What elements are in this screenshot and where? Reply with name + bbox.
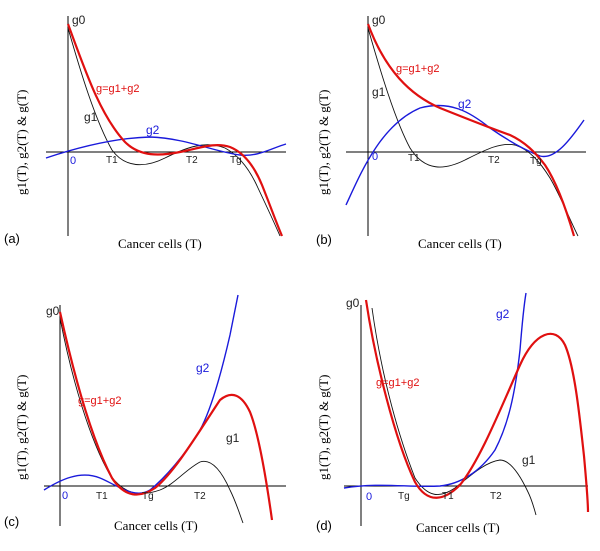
g0-label: g0 (46, 304, 60, 318)
marker-tg: Tg (398, 491, 410, 502)
g2-label: g2 (146, 123, 160, 137)
x-axis-label: Cancer cells (T) (118, 236, 202, 251)
series-g2 (345, 104, 585, 206)
marker-t2: T2 (194, 491, 206, 502)
marker-t2: T2 (488, 155, 500, 166)
g0-label: g0 (346, 296, 360, 310)
panel-tag: (c) (4, 514, 19, 529)
x-axis-label: Cancer cells (T) (418, 236, 502, 251)
panel-tag: (d) (316, 518, 332, 533)
series-g2 (43, 294, 239, 494)
panel-d: g0 g=g1+g2 g2 g1 0 Tg T1 T2 (d) Cancer c… (316, 292, 590, 535)
marker-tg: Tg (530, 156, 542, 167)
marker-t1: T1 (442, 491, 454, 502)
g1-label: g1 (84, 110, 98, 124)
marker-tg: Tg (230, 155, 242, 166)
origin-label: 0 (62, 490, 68, 502)
series-g1 (59, 317, 244, 524)
g0-label: g0 (372, 13, 386, 27)
panel-b: g0 g=g1+g2 g1 g2 0 T1 T2 Tg (b) Cancer c… (316, 13, 586, 251)
origin-label: 0 (372, 151, 378, 163)
series-g (66, 23, 284, 237)
panel-c: g0 g=g1+g2 g2 g1 0 T1 Tg T2 (c) Cancer c… (4, 294, 286, 533)
series-g (366, 23, 576, 237)
marker-t1: T1 (408, 153, 420, 164)
y-axis-label: g1(T), g2(T) & g(T) (14, 90, 29, 195)
marker-tg: Tg (142, 491, 154, 502)
series-g (58, 311, 274, 521)
g-label: g=g1+g2 (78, 395, 121, 407)
y-axis-label: g1(T), g2(T) & g(T) (14, 375, 29, 480)
x-axis-label: Cancer cells (T) (416, 520, 500, 535)
g-label: g=g1+g2 (96, 83, 139, 95)
marker-t2: T2 (490, 491, 502, 502)
g1-label: g1 (372, 85, 386, 99)
panel-a: g0 g=g1+g2 g1 g2 0 T1 T2 Tg (a) Cancer c… (4, 13, 287, 251)
series-g1 (67, 27, 281, 237)
y-axis-label: g1(T), g2(T) & g(T) (316, 90, 331, 195)
marker-t1: T1 (96, 491, 108, 502)
g2-label: g2 (458, 97, 472, 111)
series-g1 (371, 307, 537, 516)
panel-tag: (b) (316, 232, 332, 247)
series-g (364, 299, 590, 513)
g2-label: g2 (496, 307, 510, 321)
origin-label: 0 (366, 491, 372, 503)
marker-t1: T1 (106, 155, 118, 166)
g-label: g=g1+g2 (396, 63, 439, 75)
series-g2 (343, 292, 527, 489)
g0-label: g0 (72, 13, 86, 27)
g-label: g=g1+g2 (376, 377, 419, 389)
panel-tag: (a) (4, 231, 20, 246)
series-g2 (45, 136, 287, 159)
x-axis-label: Cancer cells (T) (114, 518, 198, 533)
g2-label: g2 (196, 361, 210, 375)
g1-label: g1 (522, 453, 536, 467)
y-axis-label: g1(T), g2(T) & g(T) (316, 375, 331, 480)
series-g1 (367, 27, 579, 237)
g1-label: g1 (226, 431, 240, 445)
origin-label: 0 (70, 155, 76, 167)
marker-t2: T2 (186, 155, 198, 166)
